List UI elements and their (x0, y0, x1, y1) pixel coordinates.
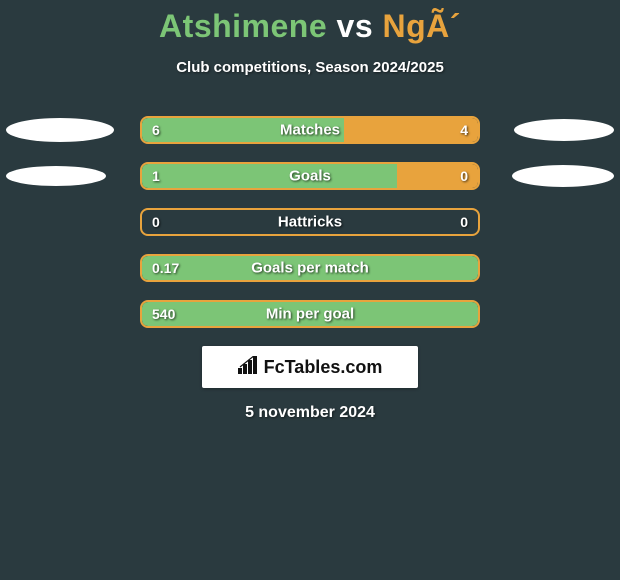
ellipse-left (6, 166, 106, 186)
logo-label: FcTables.com (264, 357, 383, 378)
bar-chart-icon (238, 356, 260, 379)
bar-fill-right (344, 118, 478, 142)
val-left: 1 (152, 168, 160, 184)
bar-label: Matches (280, 122, 340, 139)
subtitle: Club competitions, Season 2024/2025 (0, 59, 620, 76)
stat-row: 6 4 Matches (0, 116, 620, 144)
ellipse-left (6, 118, 114, 142)
stat-row: 1 0 Goals (0, 162, 620, 190)
val-right: 0 (460, 168, 468, 184)
comparison-container: Atshimene vs NgÃ´ Club competitions, Sea… (0, 0, 620, 422)
bar-label: Goals (289, 168, 331, 185)
stat-row: 0 0 Hattricks (0, 208, 620, 236)
bar-label: Min per goal (266, 306, 354, 323)
logo-text: FcTables.com (238, 356, 383, 379)
val-left: 0.17 (152, 260, 179, 276)
stat-row: 0.17 Goals per match (0, 254, 620, 282)
player1-name: Atshimene (159, 8, 327, 44)
ellipse-right (514, 119, 614, 141)
vs-text: vs (337, 8, 374, 44)
title: Atshimene vs NgÃ´ (0, 8, 620, 45)
player2-name: NgÃ´ (383, 8, 461, 44)
bar-label: Hattricks (278, 214, 342, 231)
stat-rows: 6 4 Matches 1 0 Goals 0 0 Hattricks 0.17 Goals per… (0, 116, 620, 328)
bar-track: 6 4 Matches (140, 116, 480, 144)
bar-track: 0.17 Goals per match (140, 254, 480, 282)
val-right: 0 (460, 214, 468, 230)
stat-row: 540 Min per goal (0, 300, 620, 328)
bar-fill-left (142, 164, 397, 188)
val-left: 540 (152, 306, 175, 322)
date: 5 november 2024 (0, 404, 620, 422)
val-left: 0 (152, 214, 160, 230)
bar-track: 0 0 Hattricks (140, 208, 480, 236)
bar-track: 1 0 Goals (140, 162, 480, 190)
ellipse-right (512, 165, 614, 187)
bar-track: 540 Min per goal (140, 300, 480, 328)
val-left: 6 (152, 122, 160, 138)
val-right: 4 (460, 122, 468, 138)
bar-label: Goals per match (251, 260, 369, 277)
logo-box: FcTables.com (202, 346, 418, 388)
